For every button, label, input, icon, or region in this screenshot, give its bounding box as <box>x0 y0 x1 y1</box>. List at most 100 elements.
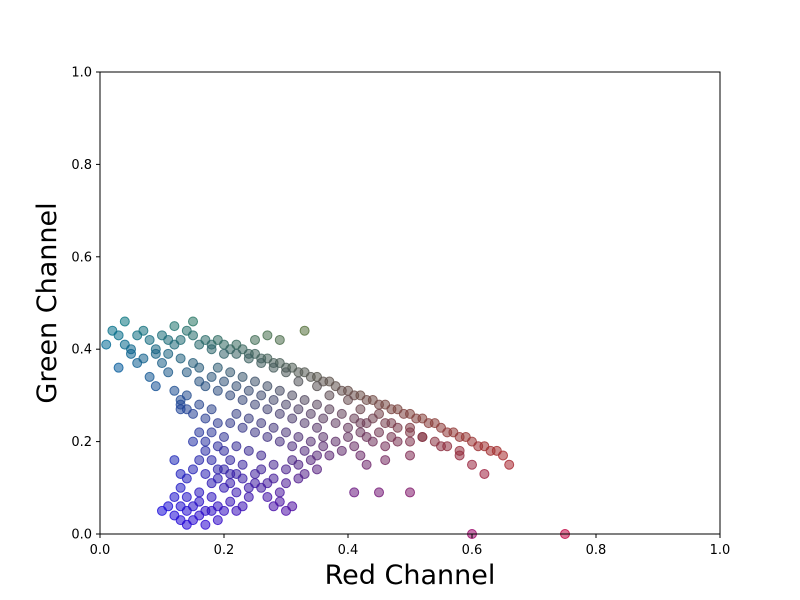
scatter-point <box>318 441 329 452</box>
scatter-point <box>454 445 465 456</box>
scatter-point <box>349 487 360 498</box>
scatter-point <box>405 427 415 438</box>
scatter-point <box>212 473 223 484</box>
scatter-point <box>405 487 415 498</box>
scatter-point <box>206 404 217 415</box>
scatter-point <box>324 404 335 415</box>
scatter-point <box>150 381 161 392</box>
scatter-point <box>343 395 353 406</box>
scatter-point <box>188 316 198 327</box>
scatter-point <box>206 505 217 516</box>
scatter-point <box>188 464 198 475</box>
scatter-point <box>181 492 192 503</box>
scatter-point <box>281 478 291 489</box>
scatter-point <box>237 422 248 433</box>
scatter-point <box>262 492 273 503</box>
scatter-point <box>281 399 291 410</box>
scatter-point <box>405 450 415 461</box>
scatter-point <box>175 482 186 493</box>
scatter-point <box>349 413 360 424</box>
scatter-point <box>361 418 372 429</box>
x-axis-ticks: 0.0 0.2 0.4 0.6 0.8 1.0 <box>90 534 730 558</box>
scatter-point <box>243 385 254 396</box>
plot-frame <box>99 71 721 535</box>
scatter-point <box>293 431 304 442</box>
scatter-point <box>392 436 403 447</box>
scatter-point <box>237 395 248 406</box>
x-tick-label: 0.0 <box>90 543 111 558</box>
scatter-point <box>262 330 273 341</box>
scatter-point <box>225 496 236 507</box>
scatter-point <box>200 519 211 530</box>
scatter-point <box>349 441 360 452</box>
scatter-point <box>212 385 223 396</box>
scatter-point <box>256 418 267 429</box>
scatter-point <box>250 376 260 387</box>
scatter-point <box>231 381 242 392</box>
scatter-point <box>355 404 366 415</box>
y-tick-label: 0.0 <box>71 528 92 543</box>
scatter-point <box>231 487 242 498</box>
scatter-point <box>429 436 440 447</box>
scatter-point <box>312 422 322 433</box>
scatter-point <box>225 367 236 378</box>
scatter-point <box>219 445 229 456</box>
x-tick-label: 0.8 <box>586 543 607 558</box>
scatter-point <box>312 450 322 461</box>
scatter-point <box>442 441 453 452</box>
scatter-point <box>169 321 180 332</box>
scatter-point <box>330 436 341 447</box>
scatter-point <box>250 427 260 438</box>
scatter-point <box>113 362 124 373</box>
scatter-point <box>188 330 198 341</box>
scatter-point <box>305 408 316 419</box>
scatter-point <box>231 441 242 452</box>
y-axis-label: Green Channel <box>32 202 63 403</box>
scatter-point <box>312 464 322 475</box>
scatter-point <box>194 399 205 410</box>
scatter-point <box>380 455 391 466</box>
scatter-point <box>231 408 242 419</box>
x-tick-label: 0.6 <box>462 543 483 558</box>
scatter-point <box>299 418 310 429</box>
scatter-point <box>194 487 205 498</box>
points-layer <box>101 316 570 539</box>
scatter-point <box>299 468 310 479</box>
scatter-point <box>101 339 112 350</box>
scatter-point <box>219 505 229 516</box>
x-tick-label: 0.4 <box>338 543 359 558</box>
scatter-point <box>138 325 149 336</box>
scatter-point <box>392 422 403 433</box>
scatter-point <box>231 468 242 479</box>
scatter-point <box>256 390 267 401</box>
scatter-point <box>268 459 279 470</box>
scatter-point <box>504 459 515 470</box>
scatter-point <box>206 492 217 503</box>
scatter-point <box>169 492 180 503</box>
scatter-point <box>281 464 291 475</box>
scatter-point <box>274 408 285 419</box>
scatter-point <box>237 459 248 470</box>
scatter-point <box>324 390 335 401</box>
scatter-point <box>274 487 285 498</box>
scatter-point <box>206 344 217 355</box>
scatter-point <box>405 436 415 447</box>
scatter-point <box>231 348 242 359</box>
scatter-point <box>374 487 384 498</box>
y-tick-label: 0.2 <box>71 435 92 450</box>
scatter-point <box>262 381 273 392</box>
scatter-point <box>243 482 254 493</box>
scatter-point <box>293 376 304 387</box>
scatter-point <box>498 450 508 461</box>
x-tick-label: 0.2 <box>214 543 235 558</box>
scatter-point <box>361 459 372 470</box>
scatter-point <box>212 515 223 526</box>
scatter-point <box>212 362 223 373</box>
scatter-point <box>268 362 279 373</box>
scatter-point <box>212 418 223 429</box>
scatter-point <box>237 501 248 512</box>
scatter-point <box>274 496 285 507</box>
scatter-point <box>175 404 186 415</box>
scatter-point <box>343 422 353 433</box>
